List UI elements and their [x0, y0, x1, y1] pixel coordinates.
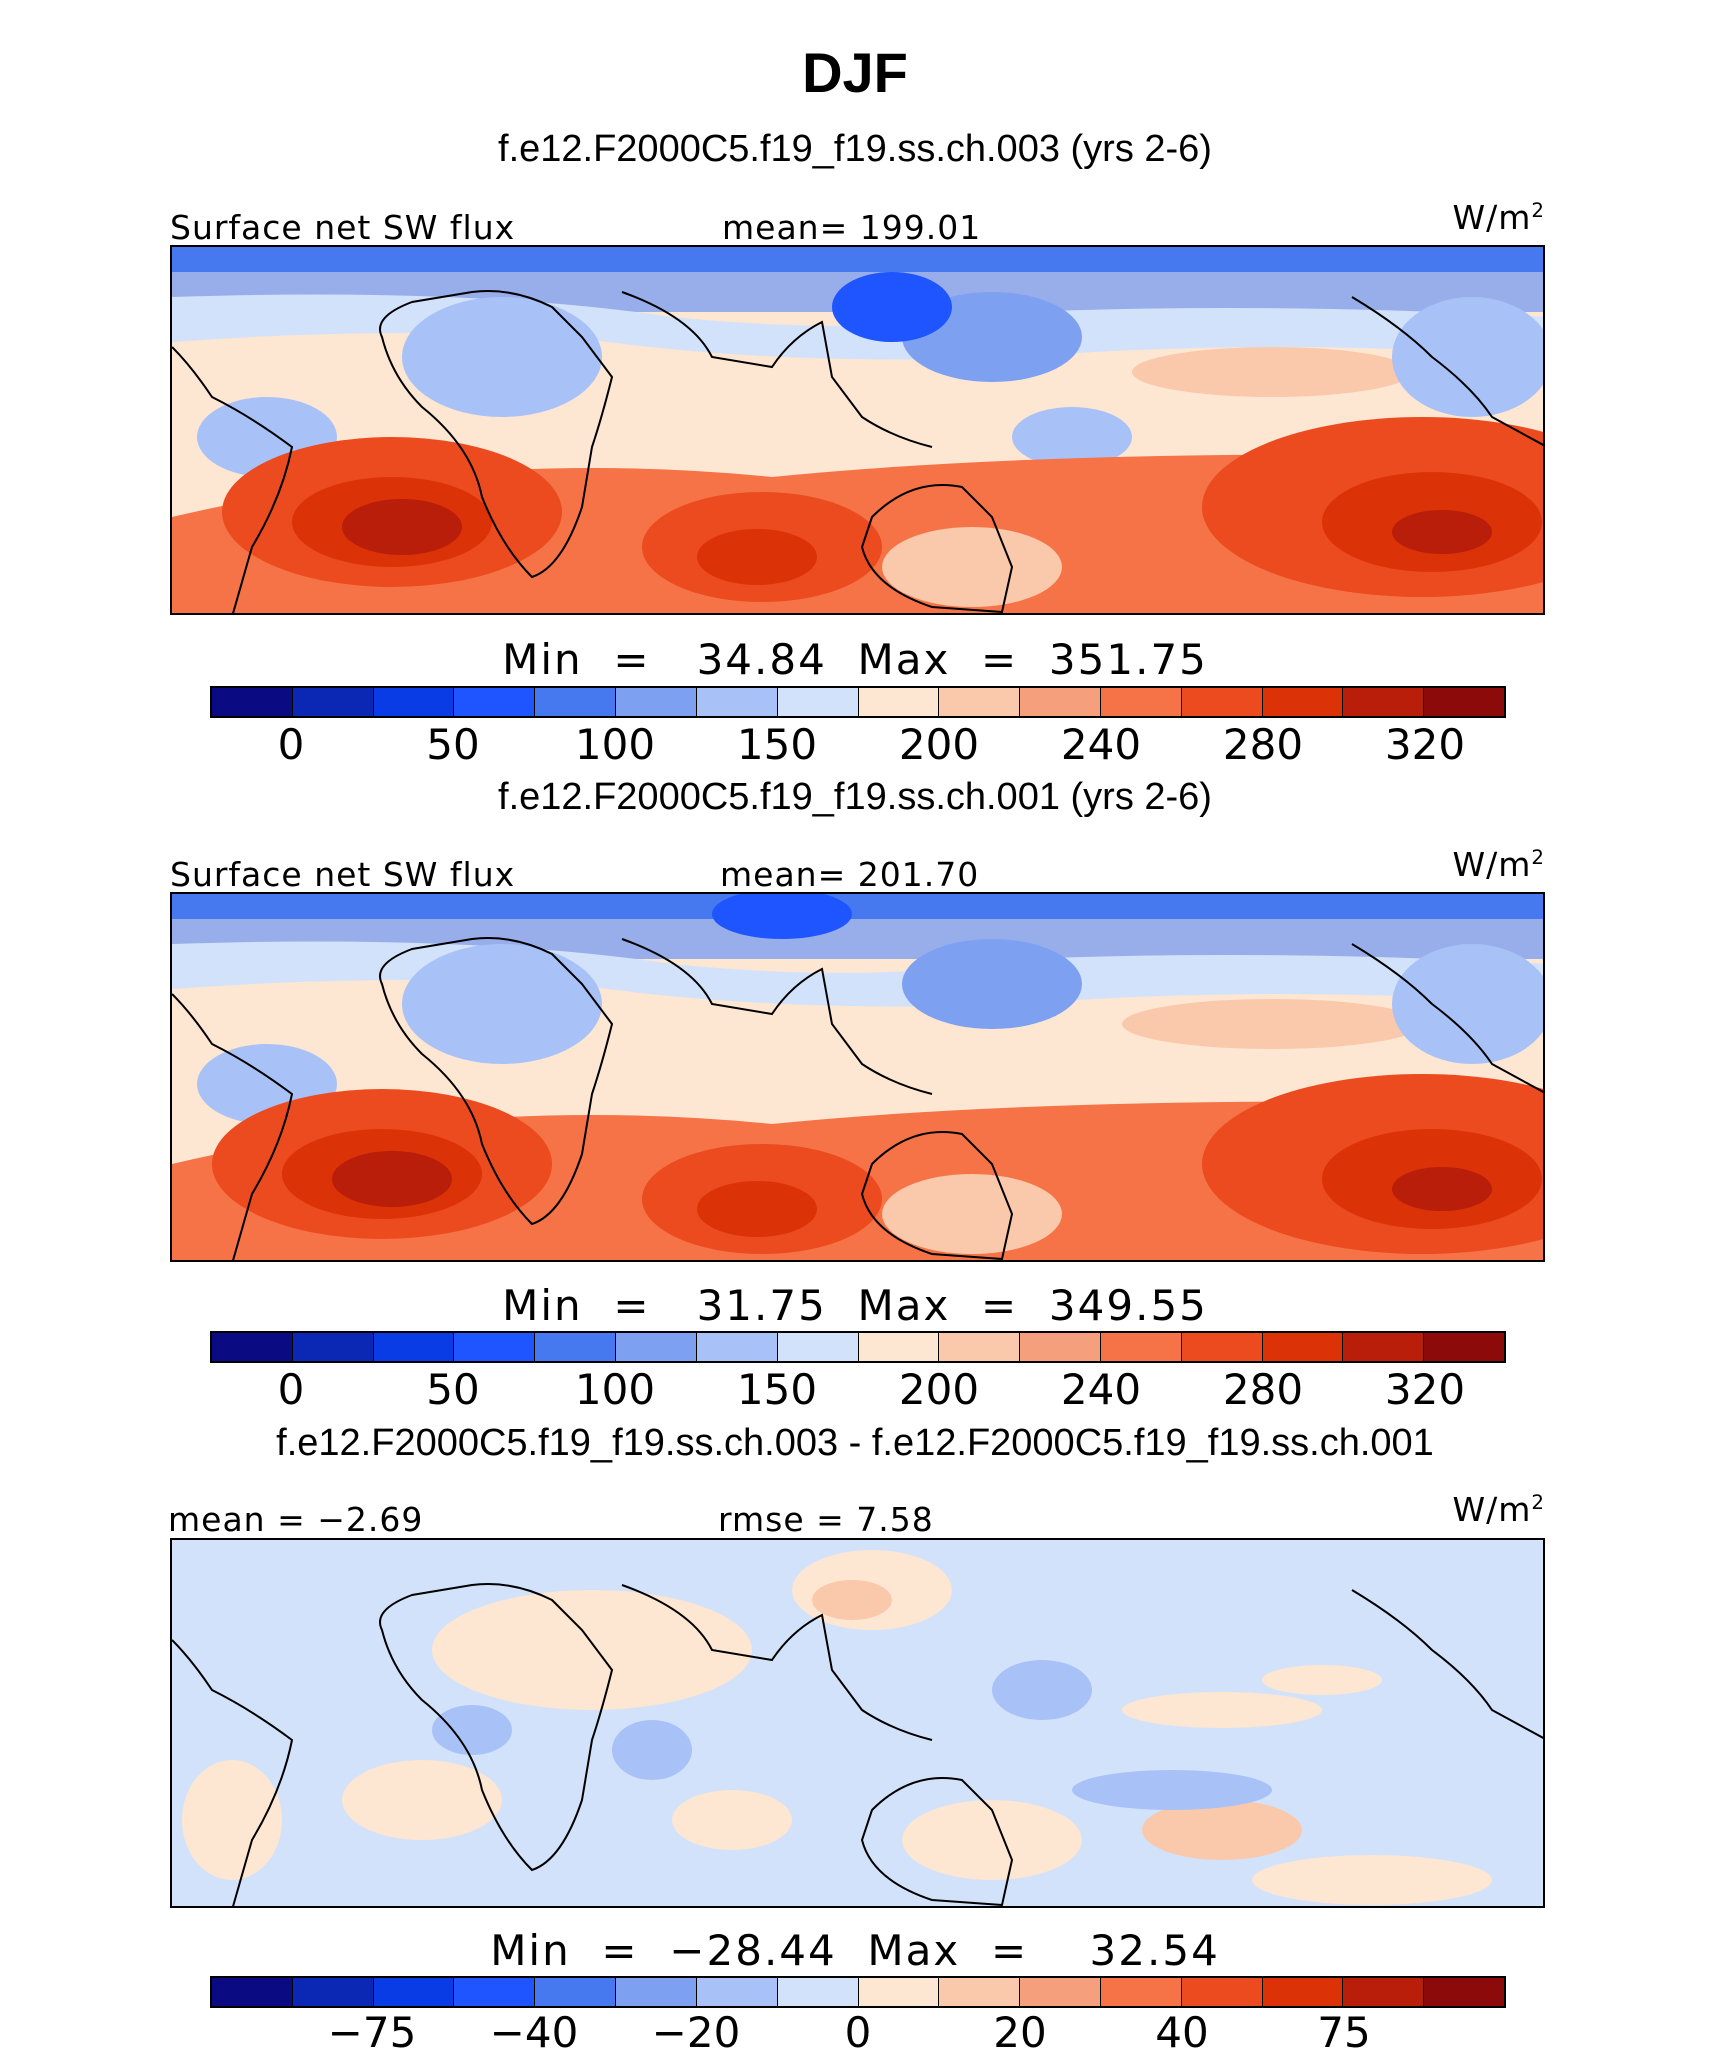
colorbar-swatch — [534, 1333, 616, 1361]
colorbar-swatch — [372, 1978, 454, 2006]
colorbar-swatch — [291, 1333, 373, 1361]
colorbar-swatch — [776, 1978, 858, 2006]
panel-3-units-label: W/m2 — [1452, 1490, 1545, 1529]
panel-2-minmax: Min = 31.75 Max = 349.55 — [502, 1281, 1208, 1330]
colorbar-tick-label: 320 — [1384, 720, 1466, 769]
colorbar-swatch — [1019, 1333, 1100, 1361]
colorbar-swatch — [695, 1333, 777, 1361]
colorbar-swatch — [1019, 688, 1100, 716]
colorbar-swatch — [1180, 1333, 1262, 1361]
colorbar-swatch — [453, 1978, 535, 2006]
colorbar-tick-label: 0 — [844, 2008, 872, 2057]
colorbar-swatch — [776, 688, 858, 716]
colorbar-swatch — [1261, 688, 1343, 716]
panel-3-minmax: Min = −28.44 Max = 32.54 — [490, 1926, 1220, 1975]
colorbar-swatch — [938, 1333, 1020, 1361]
colorbar-swatch — [534, 1978, 616, 2006]
colorbar-swatch — [1261, 1978, 1343, 2006]
colorbar-swatch — [291, 688, 373, 716]
colorbar-tick-label: 40 — [1155, 2008, 1209, 2057]
colorbar-tick-label: 240 — [1060, 1365, 1142, 1414]
colorbar-swatch — [212, 1978, 292, 2006]
panel-2-map — [170, 892, 1545, 1262]
colorbar-tick-label: 100 — [574, 720, 656, 769]
colorbar-swatch — [291, 1978, 373, 2006]
colorbar-tick-label: 0 — [277, 1365, 305, 1414]
colorbar-tick-label: 280 — [1222, 1365, 1304, 1414]
colorbar-tick-label: 0 — [277, 720, 305, 769]
colorbar-tick-label: 50 — [426, 1365, 480, 1414]
panel-1-colorbar — [210, 686, 1506, 718]
panel-2-variable-label: Surface net SW flux — [170, 855, 516, 894]
colorbar-swatch — [615, 688, 696, 716]
panel-1-mean-label: mean= 199.01 — [722, 208, 982, 247]
panel-1-map — [170, 245, 1545, 615]
figure-title: DJF — [802, 41, 908, 104]
panel-1-units-label: W/m2 — [1452, 198, 1545, 237]
colorbar-swatch — [615, 1333, 696, 1361]
colorbar-swatch — [1180, 688, 1262, 716]
colorbar-tick-label: −20 — [651, 2008, 741, 2057]
panel-1-colorbar-ticks: 0 50 100 150 200 240 280 320 — [210, 720, 1506, 770]
panel-2-case-title: f.e12.F2000C5.f19_f19.ss.ch.001 (yrs 2-6… — [498, 776, 1212, 818]
panel-3-colorbar-ticks: −75 −40 −20 0 20 40 75 — [210, 2008, 1506, 2058]
colorbar-tick-label: −40 — [489, 2008, 579, 2057]
colorbar-tick-label: 200 — [898, 1365, 980, 1414]
colorbar-swatch — [857, 1978, 939, 2006]
colorbar-swatch — [938, 1978, 1020, 2006]
colorbar-swatch — [938, 688, 1020, 716]
colorbar-swatch — [857, 688, 939, 716]
panel-1-variable-label: Surface net SW flux — [170, 208, 516, 247]
colorbar-swatch — [615, 1978, 696, 2006]
panel-3-case-title: f.e12.F2000C5.f19_f19.ss.ch.003 - f.e12.… — [276, 1422, 1434, 1464]
colorbar-tick-label: −75 — [327, 2008, 417, 2057]
colorbar-tick-label: 240 — [1060, 720, 1142, 769]
panel-3-mean-label: mean = −2.69 — [168, 1500, 424, 1539]
colorbar-swatch — [453, 1333, 535, 1361]
panel-2-colorbar-ticks: 0 50 100 150 200 240 280 320 — [210, 1365, 1506, 1415]
panel-3-rmse-label: rmse = 7.58 — [718, 1500, 934, 1539]
colorbar-tick-label: 200 — [898, 720, 980, 769]
colorbar-swatch — [1423, 688, 1504, 716]
colorbar-swatch — [453, 688, 535, 716]
colorbar-swatch — [1019, 1978, 1100, 2006]
panel-3-map — [170, 1538, 1545, 1908]
colorbar-swatch — [1423, 1333, 1504, 1361]
colorbar-swatch — [776, 1333, 858, 1361]
colorbar-swatch — [1342, 1333, 1424, 1361]
colorbar-tick-label: 100 — [574, 1365, 656, 1414]
panel-1-case-title: f.e12.F2000C5.f19_f19.ss.ch.003 (yrs 2-6… — [498, 128, 1212, 170]
colorbar-swatch — [1099, 1978, 1181, 2006]
colorbar-tick-label: 150 — [736, 1365, 818, 1414]
colorbar-swatch — [212, 688, 292, 716]
colorbar-swatch — [857, 1333, 939, 1361]
colorbar-tick-label: 150 — [736, 720, 818, 769]
panel-1-minmax: Min = 34.84 Max = 351.75 — [502, 635, 1208, 684]
colorbar-swatch — [372, 1333, 454, 1361]
colorbar-swatch — [1423, 1978, 1504, 2006]
colorbar-swatch — [1342, 688, 1424, 716]
colorbar-swatch — [1342, 1978, 1424, 2006]
colorbar-swatch — [1261, 1333, 1343, 1361]
colorbar-swatch — [695, 688, 777, 716]
colorbar-swatch — [212, 1333, 292, 1361]
colorbar-swatch — [372, 688, 454, 716]
panel-2-units-label: W/m2 — [1452, 845, 1545, 884]
panel-3-colorbar — [210, 1976, 1506, 2008]
colorbar-tick-label: 320 — [1384, 1365, 1466, 1414]
colorbar-swatch — [1099, 688, 1181, 716]
colorbar-tick-label: 20 — [993, 2008, 1047, 2057]
colorbar-swatch — [695, 1978, 777, 2006]
colorbar-tick-label: 280 — [1222, 720, 1304, 769]
colorbar-swatch — [1099, 1333, 1181, 1361]
colorbar-tick-label: 50 — [426, 720, 480, 769]
panel-2-mean-label: mean= 201.70 — [720, 855, 980, 894]
colorbar-swatch — [1180, 1978, 1262, 2006]
colorbar-tick-label: 75 — [1317, 2008, 1371, 2057]
panel-2-colorbar — [210, 1331, 1506, 1363]
colorbar-swatch — [534, 688, 616, 716]
